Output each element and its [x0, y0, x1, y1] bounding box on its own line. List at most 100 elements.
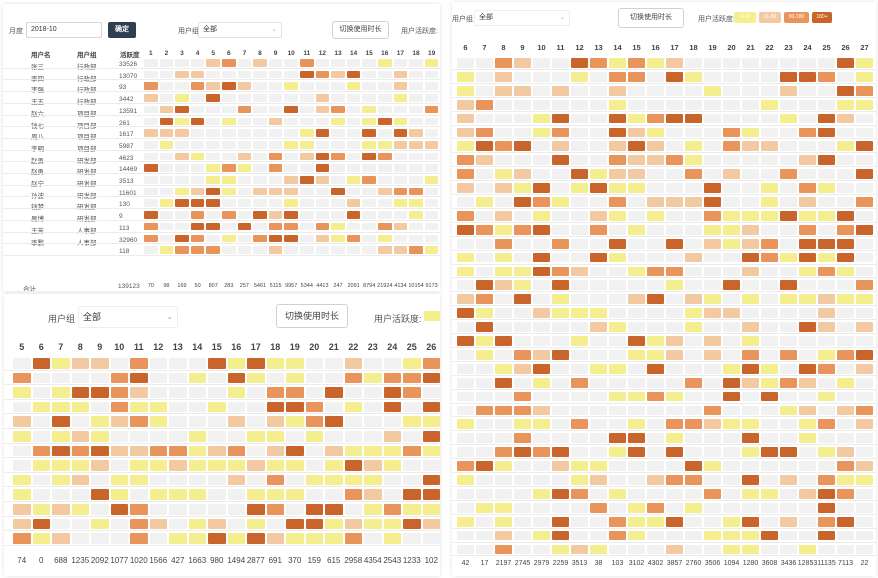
activity-cell — [268, 234, 283, 243]
activity-cell — [457, 197, 474, 207]
activity-cell — [208, 460, 226, 471]
activity-cell — [837, 391, 854, 402]
activity-cell — [552, 99, 569, 110]
activity-cell — [666, 405, 683, 416]
activity-cell — [609, 488, 626, 499]
activity-cell — [723, 58, 740, 68]
activity-cell — [110, 474, 128, 486]
row-activity-total: 11601 — [119, 189, 137, 197]
activity-cell — [13, 518, 31, 530]
activity-cell — [237, 117, 252, 126]
day-header: 18 — [689, 43, 698, 52]
column-total: 169 — [177, 283, 187, 289]
activity-cell — [403, 416, 421, 427]
activity-cell — [628, 405, 645, 416]
activity-cell — [761, 488, 778, 499]
activity-cell — [780, 502, 797, 513]
activity-cell — [378, 176, 392, 184]
activity-cell — [685, 363, 702, 374]
activity-cell — [253, 199, 267, 208]
activity-cell — [742, 58, 759, 68]
activity-cell — [315, 234, 330, 243]
group-select[interactable]: 全部 ⌄ — [78, 306, 178, 328]
row-divider — [452, 333, 876, 334]
activity-cell — [514, 252, 531, 263]
activity-cell — [609, 322, 626, 332]
activity-cell — [799, 530, 816, 541]
activity-cell — [227, 401, 245, 413]
day-header: 15 — [211, 342, 222, 352]
row-user-name: 钱七 — [31, 120, 44, 130]
activity-cell — [268, 129, 283, 137]
activity-cell — [514, 85, 531, 96]
activity-cell — [514, 336, 531, 346]
activity-cell — [761, 183, 778, 193]
activity-cell — [742, 238, 759, 249]
activity-cell — [628, 363, 645, 374]
activity-cell — [457, 294, 474, 305]
activity-cell — [208, 431, 226, 442]
activity-cell — [362, 129, 376, 137]
activity-cell — [268, 94, 283, 102]
activity-cell — [169, 489, 187, 500]
activity-cell — [837, 169, 854, 180]
activity-cell — [704, 308, 721, 319]
activity-cell — [457, 155, 474, 166]
activity-cell — [424, 94, 439, 102]
activity-cell — [685, 447, 702, 458]
confirm-button[interactable]: 确定 — [108, 22, 136, 38]
activity-cell — [247, 431, 265, 442]
activity-cell — [799, 475, 816, 485]
activity-cell — [628, 224, 645, 235]
activity-cell — [247, 416, 265, 427]
activity-cell — [190, 164, 205, 172]
activity-cell — [723, 224, 740, 235]
activity-cell — [457, 349, 474, 360]
activity-cell — [837, 322, 854, 332]
activity-cell — [378, 152, 392, 161]
activity-cell — [424, 164, 439, 172]
activity-cell — [268, 187, 283, 196]
group-select[interactable]: 全部 ⌄ — [474, 10, 570, 26]
activity-cell — [344, 401, 362, 413]
activity-cell — [799, 141, 816, 152]
activity-cell — [533, 461, 550, 471]
activity-cell — [590, 85, 607, 96]
activity-cell — [590, 113, 607, 124]
activity-cell — [237, 59, 252, 67]
activity-cell — [742, 349, 759, 360]
activity-cell — [331, 70, 345, 79]
activity-cell — [780, 197, 797, 207]
activity-cell — [300, 70, 314, 79]
activity-cell — [609, 85, 626, 96]
toggle-usage-button[interactable]: 切换使用时长 — [332, 21, 389, 39]
row-divider — [4, 530, 440, 532]
activity-cell — [780, 280, 797, 291]
activity-cell — [457, 210, 474, 221]
activity-cell — [571, 502, 588, 513]
activity-cell — [495, 475, 512, 485]
group-select[interactable]: 全部 ⌄ — [198, 22, 282, 38]
toggle-usage-button[interactable]: 切换使用时长 — [618, 8, 684, 28]
activity-cell — [571, 363, 588, 374]
activity-cell — [837, 210, 854, 221]
activity-cell — [628, 377, 645, 388]
activity-cell — [818, 99, 835, 110]
activity-cell — [818, 308, 835, 319]
row-divider — [452, 513, 876, 515]
activity-cell — [315, 94, 330, 102]
activity-cell — [647, 266, 664, 277]
toggle-usage-button[interactable]: 切换使用时长 — [276, 304, 348, 328]
activity-cell — [685, 502, 702, 513]
activity-cell — [761, 516, 778, 527]
month-input[interactable]: 2018-10 — [26, 22, 102, 38]
activity-cell — [457, 544, 474, 555]
activity-cell — [799, 210, 816, 221]
activity-cell — [130, 533, 148, 544]
row-divider — [3, 67, 440, 69]
activity-cell — [206, 164, 220, 172]
activity-cell — [761, 71, 778, 82]
activity-cell — [742, 322, 759, 332]
activity-cell — [590, 433, 607, 444]
activity-cell — [457, 516, 474, 527]
